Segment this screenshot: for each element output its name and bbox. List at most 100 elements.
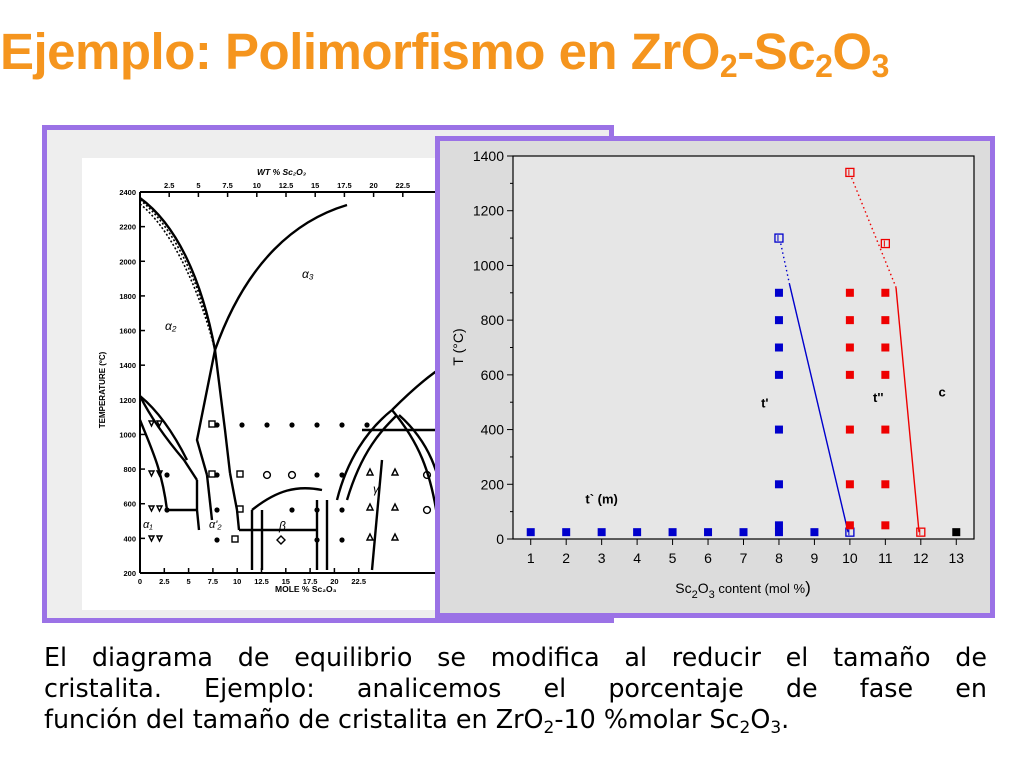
pd-y-tick-label: 2400 xyxy=(119,188,136,197)
pd-y-tick-label: 2200 xyxy=(119,223,136,232)
data-point xyxy=(952,528,961,537)
x-tick-label: 4 xyxy=(633,550,641,566)
pd-top-tick-label: 20 xyxy=(369,181,377,190)
data-point xyxy=(845,370,854,379)
data-point xyxy=(845,521,854,530)
data-point xyxy=(845,288,854,297)
x-tick-label: 12 xyxy=(913,550,929,566)
body-line-1: El diagrama de equilibrio se modifica al… xyxy=(44,642,987,672)
x-tick-label: 2 xyxy=(562,550,570,566)
phase-label-beta: β xyxy=(278,519,286,533)
y-tick-label: 0 xyxy=(496,531,504,547)
plot-area xyxy=(512,155,975,540)
x-tick-label: 5 xyxy=(669,550,677,566)
y-tick-label: 800 xyxy=(481,312,505,328)
data-point xyxy=(881,288,890,297)
phase-label-alpha2-prime: α'₂ xyxy=(209,519,222,531)
phase-annotation: t'' xyxy=(873,390,884,405)
data-point xyxy=(881,343,890,352)
x-tick-label: 10 xyxy=(842,550,858,566)
pd-y-tick-label: 200 xyxy=(123,569,136,578)
page-title: Ejemplo: Polimorfismo en ZrO2-Sc2O3 xyxy=(0,23,889,84)
data-point xyxy=(810,528,819,537)
top-axis-label: WT % Sc₂O₃ xyxy=(257,167,306,177)
pd-y-tick-label: 400 xyxy=(123,534,136,543)
pd-top-tick-label: 12.5 xyxy=(279,181,294,190)
phase-label-alpha1: α₁ xyxy=(143,519,153,531)
pd-top-tick-label: 17.5 xyxy=(337,181,352,190)
pd-x-tick-label: 0 xyxy=(138,577,142,586)
phase-diagram: 2400 2200 2000 1800 1600 1400 1200 1000 800 600 40… xyxy=(82,158,482,610)
y-tick-label: 600 xyxy=(481,367,505,383)
y-tick-label: 1400 xyxy=(473,148,504,164)
phase-boundary-line xyxy=(788,284,849,533)
x-tick-label: 1 xyxy=(527,550,535,566)
pd-y-tick-label: 800 xyxy=(123,465,136,474)
pd-y-tick-label: 1800 xyxy=(119,292,136,301)
x-tick-label: 11 xyxy=(878,550,893,566)
data-point xyxy=(774,343,783,352)
data-point xyxy=(597,528,606,537)
pd-x-tick-label: 2.5 xyxy=(159,577,169,586)
data-point xyxy=(668,528,677,537)
y-tick-label: 1000 xyxy=(473,257,504,273)
pd-x-tick-label: 10 xyxy=(233,577,241,586)
data-point-open xyxy=(916,527,926,537)
data-point xyxy=(774,316,783,325)
data-point xyxy=(881,480,890,489)
phase-label-alpha3: α₃ xyxy=(302,267,314,281)
pd-x-tick-label: 7.5 xyxy=(208,577,218,586)
pd-x-tick-label: 15 xyxy=(282,577,290,586)
body-paragraph: El diagrama de equilibrio se modifica al… xyxy=(44,642,987,737)
data-point xyxy=(881,521,890,530)
data-point xyxy=(774,521,783,530)
x-axis-title: Sc2O3 content (mol %) xyxy=(675,578,810,601)
phase-annotation: c xyxy=(938,385,945,400)
pd-y-tick-label: 2000 xyxy=(119,257,136,266)
y-tick-label: 400 xyxy=(481,422,505,438)
data-point xyxy=(845,316,854,325)
x-tick-label: 8 xyxy=(775,550,783,566)
y-axis-label: TEMPERATURE (ºC) xyxy=(98,351,107,428)
body-line-2: cristalita. Ejemplo: analicemos el porce… xyxy=(44,673,987,703)
data-point xyxy=(881,370,890,379)
data-point-open xyxy=(774,233,784,243)
data-point xyxy=(562,528,571,537)
data-point-open xyxy=(845,167,855,178)
y-tick-label: 1200 xyxy=(473,203,504,219)
data-point xyxy=(633,528,642,537)
data-point xyxy=(739,528,748,537)
data-point xyxy=(845,343,854,352)
bottom-axis-label: MOLE % Sc₂O₃ xyxy=(275,584,337,594)
data-point xyxy=(774,480,783,489)
pd-y-tick-label: 1600 xyxy=(119,327,136,336)
data-point xyxy=(774,425,783,434)
data-point-open xyxy=(880,238,890,249)
pd-top-tick-label: 22.5 xyxy=(395,181,410,190)
pd-x-tick-label: 17.5 xyxy=(303,577,318,586)
pd-x-tick-label: 22.5 xyxy=(351,577,366,586)
pd-y-tick-label: 1000 xyxy=(119,430,136,439)
pd-y-tick-label: 1400 xyxy=(119,361,136,370)
phase-label-alpha2: α₂ xyxy=(165,319,177,333)
pd-top-tick-label: 7.5 xyxy=(222,181,232,190)
pd-x-tick-label: 12.5 xyxy=(254,577,269,586)
x-tick-label: 3 xyxy=(598,550,606,566)
x-tick-label: 13 xyxy=(948,550,964,566)
phase-boundary-extrapolation xyxy=(851,177,897,288)
data-point xyxy=(845,425,854,434)
y-tick-label: 200 xyxy=(481,476,505,492)
pd-x-tick-label: 5 xyxy=(187,577,191,586)
y-axis-title: T (°C) xyxy=(450,328,466,365)
x-tick-label: 9 xyxy=(811,550,819,566)
data-point xyxy=(774,370,783,379)
phase-annotation: t` (m) xyxy=(585,491,618,506)
data-point xyxy=(881,425,890,434)
data-point xyxy=(881,316,890,325)
data-point xyxy=(704,528,713,537)
pd-y-tick-label: 1200 xyxy=(119,396,136,405)
phase-boundary-line xyxy=(895,287,920,533)
data-point xyxy=(774,288,783,297)
pd-top-tick-label: 10 xyxy=(253,181,261,190)
